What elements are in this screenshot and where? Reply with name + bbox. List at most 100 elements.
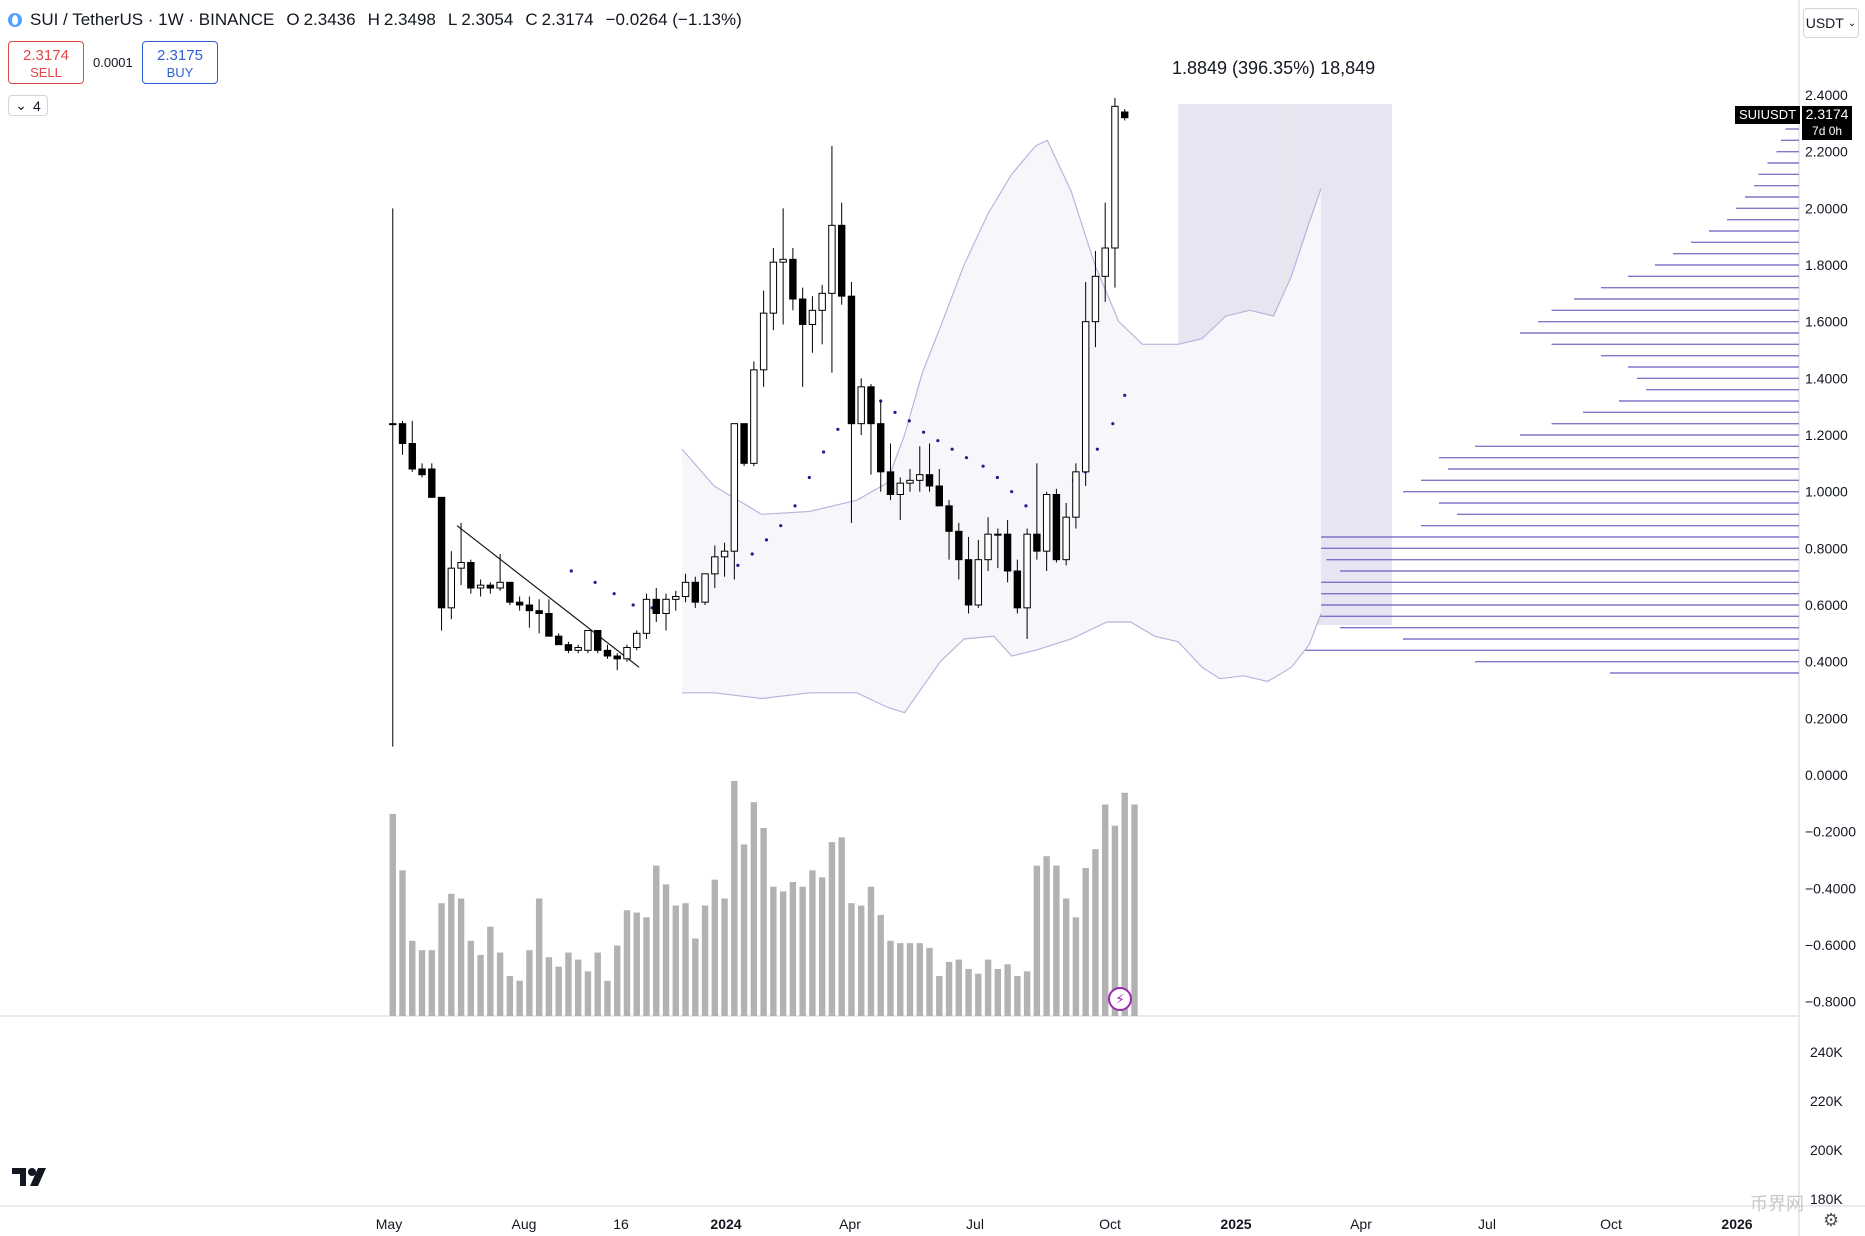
spread-value: 0.0001 [93, 55, 133, 70]
sar-dot [736, 563, 740, 567]
candle-body [906, 479, 914, 484]
volume-bar [984, 959, 992, 1016]
price-tick-label: 0.6000 [1805, 597, 1848, 613]
currency-label: USDT [1805, 15, 1844, 31]
sui-logo-icon [8, 13, 22, 27]
low-key: L [447, 10, 458, 29]
sar-dot [793, 504, 797, 508]
volume-bar [506, 976, 514, 1016]
volume-bar [770, 886, 777, 1016]
candle-body [837, 224, 846, 297]
candle-body [633, 632, 641, 648]
sar-dot [612, 592, 616, 596]
candle-body [935, 485, 943, 507]
candle-body [740, 423, 748, 464]
time-tick-label: Oct [1600, 1216, 1622, 1232]
candle-body [515, 601, 524, 606]
sar-dot [750, 552, 754, 556]
candle-body [437, 496, 446, 609]
volume-bar [887, 940, 894, 1016]
sell-button[interactable]: 2.3174 SELL [8, 41, 84, 84]
indicators-count: 4 [32, 97, 41, 114]
candle-body [711, 556, 719, 575]
candle-body [506, 581, 514, 603]
price-tick-label: 0.0000 [1805, 767, 1848, 783]
volume-bar [828, 842, 836, 1016]
buy-price: 2.3175 [157, 47, 203, 64]
volume-bar [1092, 849, 1099, 1016]
sar-dot [593, 580, 597, 584]
volume-bar [1033, 865, 1041, 1016]
volume-bar [418, 950, 426, 1016]
volume-bar [877, 914, 884, 1016]
volume-bar [1062, 898, 1070, 1016]
volume-bar [789, 882, 797, 1016]
candle-body [1052, 494, 1061, 561]
candle-body [554, 635, 563, 646]
candle-body [964, 559, 973, 606]
sar-dot [964, 456, 969, 460]
buy-label: BUY [166, 65, 194, 80]
candle-body [984, 533, 992, 561]
price-tick-label: −0.6000 [1805, 937, 1856, 953]
candle-body [584, 630, 592, 651]
trend-line [456, 525, 640, 668]
price-tick-label: 1.0000 [1805, 484, 1848, 500]
last-price-tag: SUIUSDT 2.3174 7d 0h [1735, 106, 1853, 140]
volume-bar [526, 950, 533, 1016]
price-tick-label: 0.8000 [1805, 540, 1848, 556]
volume-bar [535, 898, 543, 1016]
candle-body [447, 567, 456, 609]
candle-body [603, 649, 612, 657]
volume-bar [594, 952, 601, 1016]
volume-bar [994, 969, 1002, 1016]
watermark: 币界网 [1750, 1194, 1804, 1214]
time-tick-label: 2025 [1220, 1216, 1251, 1232]
candle-body [623, 647, 631, 660]
sell-price: 2.3174 [23, 47, 69, 64]
buy-button[interactable]: 2.3175 BUY [142, 41, 218, 84]
volume-bar [623, 910, 631, 1016]
volume-bar [906, 943, 914, 1016]
time-tick-label: Aug [512, 1216, 537, 1232]
high-value: 2.3498 [383, 10, 436, 29]
candle-body [691, 581, 699, 603]
volume-tick-label: 220K [1810, 1093, 1843, 1109]
volume-bar [1014, 976, 1021, 1016]
bollinger-lower [681, 613, 1322, 714]
volume-bar [779, 891, 787, 1016]
tradingview-logo-icon[interactable] [12, 1166, 52, 1188]
time-tick-label: Oct [1099, 1216, 1121, 1232]
volume-bar [662, 884, 670, 1016]
sar-dot [907, 419, 911, 423]
gear-icon[interactable]: ⚙ [1823, 1210, 1840, 1230]
lightning-icon[interactable]: ⚡ [1108, 987, 1132, 1011]
candle-body [613, 655, 621, 660]
price-tick-label: 2.2000 [1805, 144, 1848, 160]
low-value: 2.3054 [461, 10, 514, 29]
volume-bar [1004, 964, 1011, 1016]
candle-body [535, 610, 543, 615]
volume-bar [858, 905, 865, 1016]
volume-bar [653, 865, 660, 1016]
candle-body [847, 295, 856, 425]
volume-bar [457, 898, 465, 1016]
sar-dot [821, 450, 826, 454]
volume-bar [809, 870, 816, 1016]
currency-select[interactable]: USDT ⌄ [1803, 8, 1859, 38]
sar-dot [893, 410, 897, 414]
candle-body [877, 423, 885, 473]
candle-body [857, 386, 865, 425]
candle-body [594, 630, 602, 651]
volume-bar [448, 893, 455, 1016]
candle-body [1111, 105, 1119, 249]
symbol-title[interactable]: SUI / TetherUS · 1W · BINANCE [30, 10, 275, 29]
candle-body [750, 369, 758, 464]
indicators-toggle[interactable]: ⌄ 4 [8, 95, 48, 116]
price-tick-label: 2.0000 [1805, 200, 1848, 216]
volume-bar [838, 837, 845, 1016]
volume-bar [1111, 825, 1119, 1016]
candle-body [779, 258, 787, 263]
sar-dot [779, 524, 783, 528]
